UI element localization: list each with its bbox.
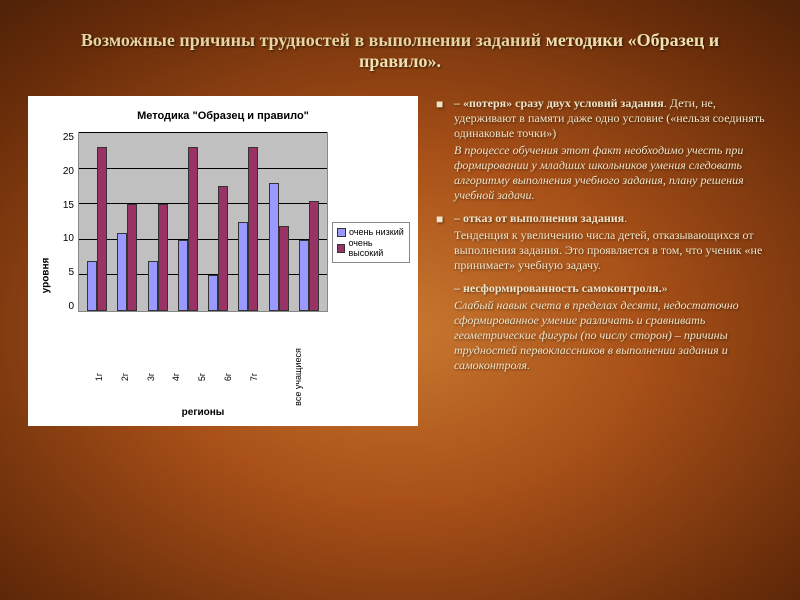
text-column: ■– «потеря» сразу двух условий задания. …	[436, 92, 772, 580]
bullet-item: – несформированность самоконтроля.» Слабы…	[436, 281, 772, 373]
bullet-lead: – отказ от выполнения задания	[454, 211, 624, 225]
x-tick: 7г	[248, 367, 292, 387]
content-row: Методика "Образец и правило" уровня 25 20…	[28, 92, 772, 580]
plot-area	[78, 132, 328, 312]
y-tick: 20	[63, 166, 74, 177]
plot-row: 25 20 15 10 5 0 очень низкийочень высокий	[56, 132, 410, 353]
bar-group	[115, 133, 139, 311]
bar	[279, 226, 289, 311]
bar	[299, 240, 309, 311]
slide-root: Возможные причины трудностей в выполнени…	[0, 0, 800, 600]
bullet-lead: – несформированность самоконтроля.	[454, 281, 662, 295]
y-tick: 10	[63, 233, 74, 244]
bullet-sub: В процессе обучения этот факт необходимо…	[454, 143, 772, 203]
chart-body: уровня 25 20 15 10 5 0 очень низкийочень высо…	[36, 132, 410, 418]
y-tick: 15	[63, 200, 74, 211]
bar	[208, 275, 218, 311]
legend-item: очень высокий	[337, 238, 405, 258]
bullet-sub: Слабый навык счета в пределах десяти, не…	[454, 298, 772, 373]
bar	[248, 147, 258, 311]
bar-group	[206, 133, 230, 311]
bar	[188, 147, 198, 311]
bar	[309, 201, 319, 311]
bar	[218, 186, 228, 311]
y-tick: 0	[68, 301, 74, 312]
bullet-text: – «потеря» сразу двух условий задания. Д…	[454, 96, 772, 203]
bullet-lead: – «потеря» сразу двух условий задания	[454, 96, 664, 110]
bullet-sub: Тенденция к увеличению числа детей, отка…	[454, 228, 772, 273]
bar-group	[267, 133, 291, 311]
bullet-item: ■– отказ от выполнения задания. Тенденция…	[436, 211, 772, 273]
legend-swatch	[337, 244, 345, 253]
bar	[269, 183, 279, 311]
bullet-square-icon: ■	[436, 211, 454, 273]
bullet-text: – отказ от выполнения задания. Тенденция …	[454, 211, 772, 273]
chart-title: Методика "Образец и правило"	[36, 110, 410, 122]
y-axis: 25 20 15 10 5 0	[56, 132, 78, 312]
bar-group	[176, 133, 200, 311]
legend-swatch	[337, 228, 346, 237]
bar	[97, 147, 107, 311]
bar-group	[297, 133, 321, 311]
legend-item: очень низкий	[337, 227, 405, 237]
chart-xlabel: регионы	[56, 407, 350, 418]
bar-group	[236, 133, 260, 311]
bar-group	[85, 133, 109, 311]
bar	[238, 222, 248, 311]
y-tick: 25	[63, 132, 74, 143]
chart-ylabel: уровня	[41, 257, 52, 293]
bullet-tail: .	[624, 211, 627, 225]
legend-label: очень низкий	[349, 227, 404, 237]
bar	[148, 261, 158, 311]
bullet-text: – несформированность самоконтроля.» Слабы…	[454, 281, 772, 373]
chart-panel: Методика "Образец и правило" уровня 25 20…	[28, 96, 418, 426]
bullet-square-icon: ■	[436, 96, 454, 203]
title-part1: Возможные причины трудностей в выполнени…	[81, 30, 546, 50]
bar	[158, 204, 168, 311]
bullet-item: ■– «потеря» сразу двух условий задания. …	[436, 96, 772, 203]
chart-legend: очень низкийочень высокий	[332, 222, 410, 263]
bullet-square-icon	[436, 281, 454, 373]
slide-title: Возможные причины трудностей в выполнени…	[28, 30, 772, 72]
bar	[87, 261, 97, 311]
bar	[178, 240, 188, 311]
x-axis: 1г2г3г4г5г6г7гвсе учащиеся	[78, 353, 328, 403]
bar	[117, 233, 127, 311]
bar	[127, 204, 137, 311]
bullet-tail: »	[662, 281, 668, 295]
plot-col: 25 20 15 10 5 0 очень низкийочень высокий 1г2…	[56, 132, 410, 418]
bar-group	[146, 133, 170, 311]
x-tick: все учащиеся	[293, 348, 337, 406]
legend-label: очень высокий	[348, 238, 405, 258]
y-tick: 5	[68, 267, 74, 278]
ylabel-box: уровня	[36, 132, 56, 418]
